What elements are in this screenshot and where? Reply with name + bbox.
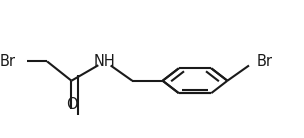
Text: O: O <box>66 97 77 112</box>
Text: Br: Br <box>256 54 272 69</box>
Text: Br: Br <box>0 54 15 69</box>
Text: NH: NH <box>94 54 116 69</box>
